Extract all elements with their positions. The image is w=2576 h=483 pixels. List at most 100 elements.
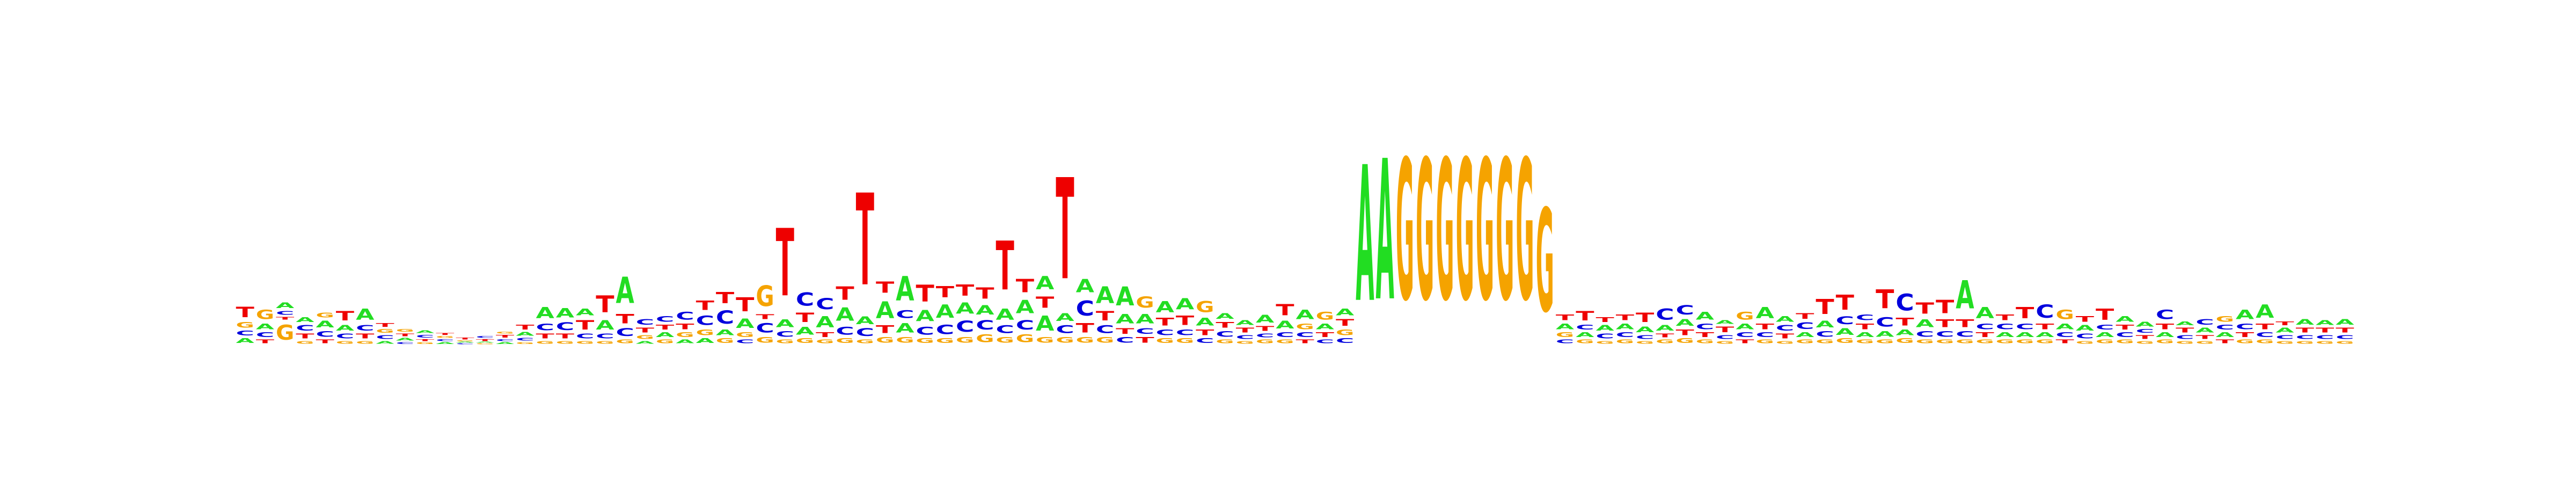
logo-letter-g: G <box>876 336 894 345</box>
logo-letter-g: G <box>1856 339 1874 345</box>
logo-letter-c: C <box>916 325 934 337</box>
logo-letter-c: C <box>1256 333 1274 339</box>
logo-letter-a: A <box>296 316 314 324</box>
logo-letter-a: A <box>2136 320 2154 328</box>
logo-letter-c: C <box>496 339 514 342</box>
logo-letter-t: T <box>1256 325 1274 333</box>
logo-letter-t: T <box>936 283 954 301</box>
logo-letter-t: T <box>556 333 574 340</box>
logo-letter-g: G <box>316 312 334 319</box>
logo-letter-t: T <box>356 333 374 340</box>
logo-letter-a: A <box>1796 331 1814 339</box>
logo-letter-c: C <box>556 321 574 333</box>
logo-letter-t: T <box>716 289 734 307</box>
logo-letter-a: A <box>796 325 815 337</box>
logo-letter-g: G <box>1596 340 1614 345</box>
logo-letter-g: G <box>1016 333 1034 345</box>
logo-letter-g: G <box>816 339 834 345</box>
logo-letter-c: C <box>1236 334 1254 340</box>
logo-letter-t: T <box>2036 322 2054 331</box>
logo-letter-g: G <box>336 340 354 345</box>
logo-letter-g: G <box>2336 340 2354 345</box>
logo-letter-g: G <box>296 340 314 345</box>
logo-letter-g: G <box>1896 337 1914 345</box>
logo-letter-g: G <box>1076 336 1094 345</box>
logo-letter-a: A <box>1856 331 1874 339</box>
logo-letter-c: C <box>2216 324 2234 331</box>
logo-letter-c: C <box>1676 303 1694 318</box>
logo-letter-a: A <box>2216 331 2234 339</box>
logo-letter-t: T <box>536 333 554 340</box>
logo-letter-g: G <box>1676 337 1694 345</box>
logo-letter-c: C <box>1016 318 1034 333</box>
logo-letter-g: G <box>1476 120 1494 344</box>
logo-letter-t: T <box>1096 309 1114 324</box>
logo-letter-t: T <box>1676 328 1694 337</box>
logo-letter-t: T <box>956 281 974 299</box>
logo-letter-g: G <box>756 281 774 313</box>
logo-letter-c: C <box>436 339 454 342</box>
logo-letter-g: G <box>996 336 1014 345</box>
logo-letter-t: T <box>1736 339 1754 345</box>
logo-letter-a: A <box>2316 319 2334 326</box>
logo-letter-a: A <box>1316 322 1335 331</box>
logo-letter-c: C <box>1876 314 1894 330</box>
logo-letter-a: A <box>1616 322 1635 331</box>
logo-letter-t: T <box>2316 326 2334 334</box>
logo-letter-a: A <box>1136 312 1154 327</box>
logo-letter-c: C <box>1696 322 1714 331</box>
logo-letter-a: A <box>256 322 275 331</box>
logo-letter-g: G <box>376 328 394 334</box>
logo-letter-c: C <box>636 318 654 327</box>
logo-letter-t: T <box>416 339 435 341</box>
logo-letter-t: T <box>1796 312 1814 321</box>
logo-letter-c: C <box>1596 333 1614 340</box>
logo-letter-a: A <box>376 340 394 345</box>
logo-letter-a: A <box>2016 331 2034 339</box>
logo-letter-a: A <box>2275 326 2294 334</box>
logo-letter-t: T <box>1276 301 1294 319</box>
logo-letter-t: T <box>256 339 275 345</box>
logo-letter-c: C <box>1936 330 1954 339</box>
logo-letter-t: T <box>1576 309 1594 324</box>
logo-letter-g: G <box>1156 337 1174 345</box>
logo-letter-a: A <box>1076 276 1095 296</box>
logo-letter-g: G <box>1696 339 1714 345</box>
logo-letter-c: C <box>1276 331 1294 339</box>
logo-letter-t: T <box>2275 320 2294 326</box>
logo-letter-t: T <box>1556 313 1574 322</box>
logo-letter-a: A <box>896 321 914 336</box>
logo-letter-a: A <box>896 269 914 309</box>
logo-letter-g: G <box>2136 340 2154 345</box>
logo-letter-c: C <box>1816 330 1834 339</box>
logo-letter-a: A <box>356 305 374 324</box>
logo-letter-a: A <box>1376 121 1394 345</box>
logo-letter-t: T <box>276 316 295 320</box>
logo-letter-g: G <box>616 339 634 345</box>
logo-letter-a: A <box>716 328 735 337</box>
logo-letter-g: G <box>1736 310 1754 322</box>
logo-letter-t: T <box>1116 327 1134 336</box>
logo-letter-c: C <box>1896 289 1914 316</box>
logo-letter-a: A <box>1916 318 1935 330</box>
logo-letter-a: A <box>2196 326 2214 334</box>
logo-letter-g: G <box>2156 339 2174 345</box>
logo-letter-t: T <box>916 281 934 308</box>
logo-letter-c: C <box>616 327 634 339</box>
logo-letter-t: T <box>1596 316 1614 324</box>
logo-letter-g: G <box>1396 120 1414 344</box>
